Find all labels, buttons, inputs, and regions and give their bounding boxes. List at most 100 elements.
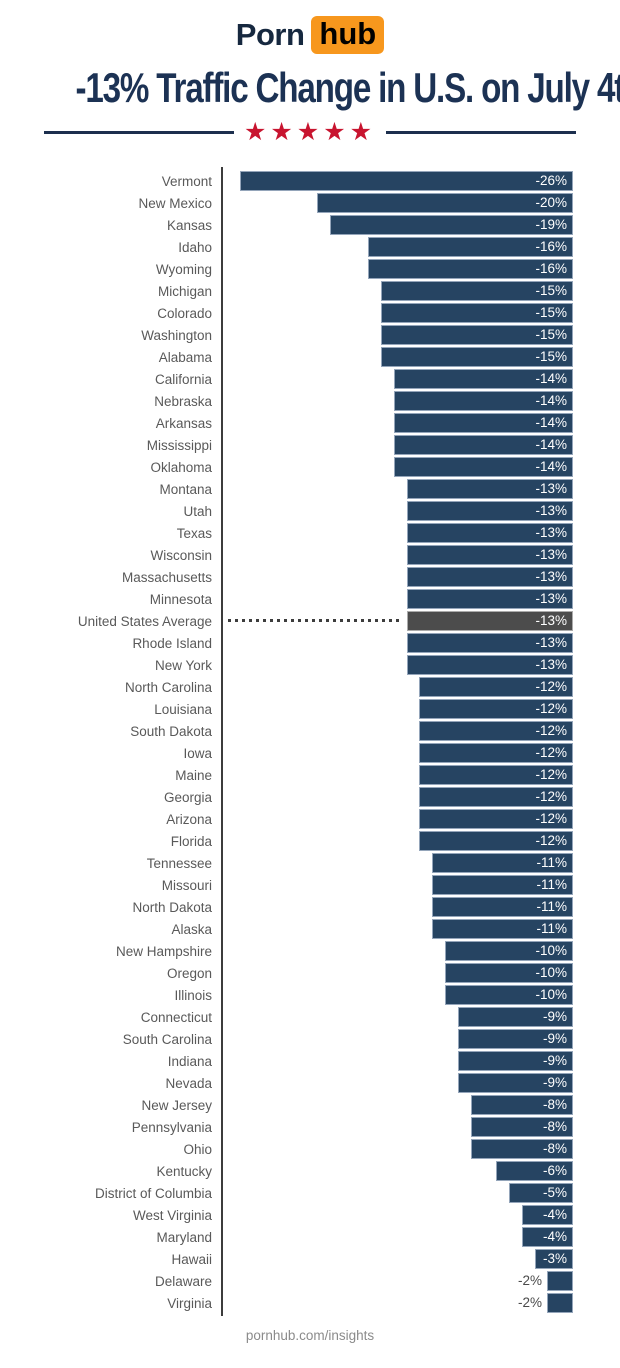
state-bar xyxy=(419,809,573,829)
chart-row: Georgia -12% xyxy=(0,786,620,808)
state-label: Massachusetts xyxy=(121,569,212,585)
value-label: -8% xyxy=(542,1141,567,1156)
row-plot: -14% xyxy=(223,368,573,390)
chart-row: Ohio -8% xyxy=(0,1138,620,1160)
state-label: Alabama xyxy=(158,349,212,365)
value-label: -13% xyxy=(535,591,567,606)
state-bar xyxy=(394,457,573,477)
state-bar xyxy=(432,897,573,917)
chart-row: Indiana -9% xyxy=(0,1050,620,1072)
chart-row: Delaware -2% xyxy=(0,1270,620,1292)
value-label: -15% xyxy=(535,283,567,298)
state-label: District of Columbia xyxy=(94,1185,212,1201)
state-bar xyxy=(368,259,573,279)
state-label: California xyxy=(154,371,212,387)
value-label: -8% xyxy=(542,1097,567,1112)
star-icon: ★ xyxy=(243,118,271,146)
state-bar xyxy=(240,171,573,191)
value-label: -14% xyxy=(535,459,567,474)
row-plot: -3% xyxy=(223,1248,573,1270)
state-bar xyxy=(419,787,573,807)
state-label: Mississippi xyxy=(146,437,212,453)
state-label: Rhode Island xyxy=(132,635,212,651)
value-label: -4% xyxy=(542,1207,567,1222)
state-label: Arizona xyxy=(166,811,212,827)
chart-row: Florida -12% xyxy=(0,830,620,852)
state-label: Connecticut xyxy=(140,1009,212,1025)
value-label: -2% xyxy=(517,1273,542,1288)
row-plot: -12% xyxy=(223,698,573,720)
value-label: -12% xyxy=(535,701,567,716)
value-label: -9% xyxy=(542,1075,567,1090)
state-label: Washington xyxy=(141,327,212,343)
row-plot: -11% xyxy=(223,918,573,940)
value-label: -11% xyxy=(536,921,567,936)
value-label: -13% xyxy=(535,569,567,584)
row-plot: -2% xyxy=(223,1270,573,1292)
state-label: New Jersey xyxy=(141,1097,212,1113)
value-label: -13% xyxy=(535,613,567,628)
state-label: Tennessee xyxy=(146,855,212,871)
state-label: Oregon xyxy=(166,965,212,981)
value-label: -5% xyxy=(542,1185,567,1200)
row-plot: -8% xyxy=(223,1116,573,1138)
row-plot: -13% xyxy=(223,632,573,654)
value-label: -2% xyxy=(517,1295,542,1310)
value-label: -13% xyxy=(535,525,567,540)
value-label: -12% xyxy=(535,723,567,738)
value-label: -12% xyxy=(535,833,567,848)
row-plot: -8% xyxy=(223,1094,573,1116)
chart-row: Texas -13% xyxy=(0,522,620,544)
logo-porn-text: Porn xyxy=(235,17,305,52)
star-icon: ★ xyxy=(323,118,350,146)
state-bar xyxy=(368,237,573,257)
chart-row: Tennessee -11% xyxy=(0,852,620,874)
value-label: -9% xyxy=(542,1031,567,1046)
state-label: Michigan xyxy=(157,283,212,299)
state-bar xyxy=(471,1117,573,1137)
state-label: New Mexico xyxy=(138,195,212,211)
chart-row: Maine -12% xyxy=(0,764,620,786)
state-label: South Dakota xyxy=(130,723,212,739)
axis-line xyxy=(221,167,223,1316)
value-label: -10% xyxy=(535,943,567,958)
value-label: -16% xyxy=(535,239,567,254)
state-label: Vermont xyxy=(161,173,212,189)
state-label: Texas xyxy=(176,525,212,541)
value-label: -15% xyxy=(535,327,567,342)
chart-row: South Dakota -12% xyxy=(0,720,620,742)
chart-row: New Mexico -20% xyxy=(0,192,620,214)
value-label: -14% xyxy=(535,437,567,452)
state-bar xyxy=(522,1227,573,1247)
average-leader-dots xyxy=(228,619,402,622)
state-label: Colorado xyxy=(157,305,212,321)
state-label: Pennsylvania xyxy=(131,1119,212,1135)
state-bar xyxy=(547,1293,573,1313)
chart-row: Idaho -16% xyxy=(0,236,620,258)
chart-row: Iowa -12% xyxy=(0,742,620,764)
value-label: -12% xyxy=(535,789,567,804)
state-bar xyxy=(432,875,573,895)
state-label: Maine xyxy=(175,767,212,783)
chart-row: Maryland -4% xyxy=(0,1226,620,1248)
value-label: -26% xyxy=(535,173,567,188)
state-bar xyxy=(381,281,573,301)
value-label: -14% xyxy=(535,393,567,408)
state-bar xyxy=(394,435,573,455)
row-plot: -16% xyxy=(223,236,573,258)
value-label: -13% xyxy=(535,657,567,672)
row-plot: -8% xyxy=(223,1138,573,1160)
state-label: Montana xyxy=(159,481,212,497)
row-plot: -13% xyxy=(223,654,573,676)
row-plot: -16% xyxy=(223,258,573,280)
row-plot: -12% xyxy=(223,764,573,786)
chart-title-row: -13% Traffic Change in U.S. on July 4th xyxy=(0,64,620,112)
state-label: Oklahoma xyxy=(150,459,212,475)
chart-row: District of Columbia -5% xyxy=(0,1182,620,1204)
row-plot: -13% xyxy=(223,610,573,632)
state-bar xyxy=(432,919,573,939)
state-bar xyxy=(407,479,573,499)
chart-row: Wisconsin -13% xyxy=(0,544,620,566)
star-icon: ★ xyxy=(349,118,377,146)
state-label: Kansas xyxy=(166,217,212,233)
